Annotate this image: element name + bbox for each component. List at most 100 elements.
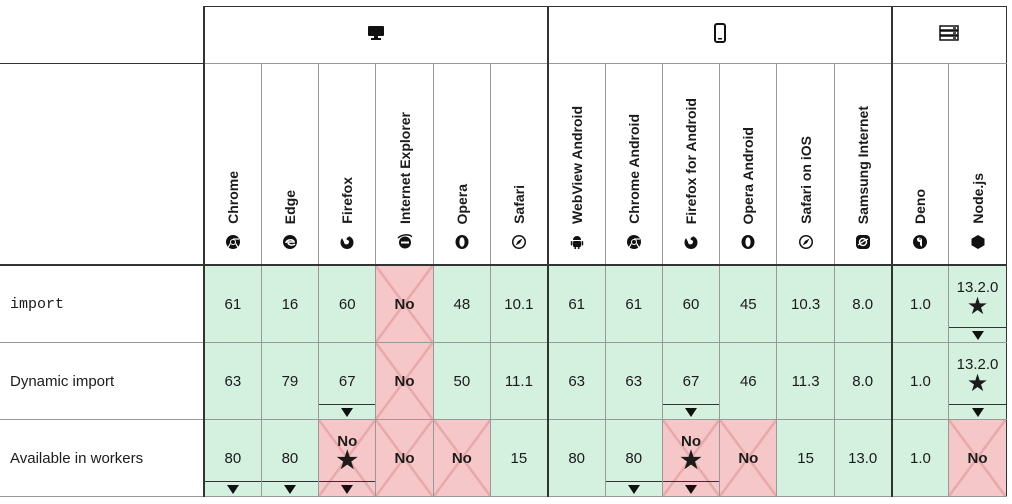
support-cell: No <box>432 419 491 497</box>
support-cell: 46 <box>719 342 777 420</box>
browser-header-samsung-internet: Samsung Internet <box>833 63 892 266</box>
support-version: No <box>394 449 415 467</box>
browser-name: Opera Android <box>740 126 757 225</box>
triangle-down-icon <box>971 407 984 417</box>
support-cell: No <box>375 419 434 497</box>
opera-icon <box>740 234 756 250</box>
browser-name: WebView Android <box>568 106 585 224</box>
triangle-down-icon <box>226 484 239 494</box>
firefox-icon <box>339 234 355 250</box>
support-version: 79 <box>281 372 299 390</box>
browser-header-safari: Safari <box>489 63 548 266</box>
support-cell: 63 <box>202 342 262 420</box>
browser-name: Chrome Android <box>625 114 642 224</box>
browser-header-deno: Deno <box>890 63 949 266</box>
group-server <box>890 6 1007 64</box>
support-version: 46 <box>739 372 757 390</box>
support-version: 45 <box>739 295 757 313</box>
note-star-icon: ★ <box>336 446 358 474</box>
support-cell: 63 <box>604 342 663 420</box>
support-version: 60 <box>338 295 356 313</box>
browser-name: Samsung Internet <box>854 105 871 224</box>
support-version: No <box>394 295 415 313</box>
expand-details-toggle[interactable] <box>662 404 720 419</box>
support-cell: 1.0 <box>890 265 949 343</box>
support-cell[interactable]: 13.2.0 ★ <box>948 265 1007 343</box>
support-cell: 61 <box>546 265 606 343</box>
support-version: 61 <box>568 295 586 313</box>
support-version: 8.0 <box>852 372 874 390</box>
support-cell[interactable]: 67 <box>661 342 720 420</box>
expand-details-toggle[interactable] <box>319 404 376 419</box>
support-version: 80 <box>568 449 586 467</box>
triangle-down-icon <box>685 484 698 494</box>
android-icon <box>569 234 585 250</box>
support-cell[interactable]: 80 <box>260 419 319 497</box>
browser-header-opera-android: Opera Android <box>719 63 777 266</box>
triangle-down-icon <box>341 407 354 417</box>
support-cell[interactable]: No ★ <box>661 419 720 497</box>
support-version: 50 <box>453 372 471 390</box>
support-version: 60 <box>682 295 700 313</box>
chrome-icon <box>626 234 642 250</box>
support-cell: 16 <box>260 265 319 343</box>
support-cell[interactable]: 13.2.0 ★ <box>948 342 1007 420</box>
feature-name: Dynamic import <box>0 342 204 420</box>
support-cell: 63 <box>546 342 606 420</box>
support-cell: 1.0 <box>890 342 949 420</box>
support-cell: 8.0 <box>833 265 892 343</box>
support-cell: 45 <box>719 265 777 343</box>
nodejs-icon <box>970 234 986 250</box>
support-cell[interactable]: 80 <box>604 419 663 497</box>
browser-name: Safari on iOS <box>797 136 814 224</box>
browser-name: Edge <box>281 189 298 224</box>
support-cell: 13.0 <box>833 419 892 497</box>
table-row: Dynamic import 63 79 67 No 50 11.1 63 63 67 46 11.3… <box>0 342 1007 420</box>
server-icon <box>939 24 959 45</box>
support-cell: 80 <box>546 419 606 497</box>
group-mobile <box>546 6 892 64</box>
support-version: 16 <box>281 295 299 313</box>
deno-icon <box>912 234 928 250</box>
support-cell[interactable]: 67 <box>318 342 376 420</box>
support-version: 48 <box>453 295 471 313</box>
expand-details-toggle[interactable] <box>205 481 261 496</box>
feature-label: Available in workers <box>10 449 144 467</box>
safari-icon <box>798 234 814 250</box>
support-version: 80 <box>224 449 242 467</box>
expand-details-toggle[interactable] <box>949 327 1006 342</box>
browser-name: Firefox <box>339 177 356 224</box>
support-version: No <box>451 449 472 467</box>
support-cell[interactable]: 80 <box>202 419 262 497</box>
internet-explorer-icon <box>397 234 413 250</box>
browser-name: Internet Explorer <box>396 111 413 224</box>
support-cell: 79 <box>260 342 319 420</box>
support-cell: 8.0 <box>833 342 892 420</box>
expand-details-toggle[interactable] <box>261 481 319 496</box>
expand-details-toggle[interactable] <box>319 481 376 496</box>
note-star-icon: ★ <box>966 369 989 397</box>
support-version: 11.3 <box>791 372 820 390</box>
support-version: 80 <box>625 449 643 467</box>
support-version: 80 <box>281 449 299 467</box>
support-version: 15 <box>510 449 528 467</box>
support-version: 1.0 <box>910 449 931 467</box>
support-version: 13.2.0 <box>956 355 999 373</box>
support-version: 8.0 <box>852 295 874 313</box>
feature-name: import <box>0 265 204 343</box>
expand-details-toggle[interactable] <box>605 481 662 496</box>
browser-name: Deno <box>912 189 929 224</box>
expand-details-toggle[interactable] <box>949 404 1006 419</box>
table-row: Available in workers 80 80 No ★ No No 15 80 80 No ★… <box>0 419 1007 497</box>
support-version: 10.3 <box>791 295 821 313</box>
support-cell: 48 <box>432 265 491 343</box>
browser-header-chrome: Chrome <box>202 63 262 266</box>
triangle-down-icon <box>971 330 984 340</box>
corner-cell <box>0 6 204 64</box>
support-cell: 61 <box>604 265 663 343</box>
support-cell[interactable]: No ★ <box>318 419 376 497</box>
expand-details-toggle[interactable] <box>663 481 720 496</box>
support-version: No <box>738 449 759 467</box>
support-version: 1.0 <box>910 295 931 313</box>
browser-header-webview-android: WebView Android <box>546 63 606 266</box>
